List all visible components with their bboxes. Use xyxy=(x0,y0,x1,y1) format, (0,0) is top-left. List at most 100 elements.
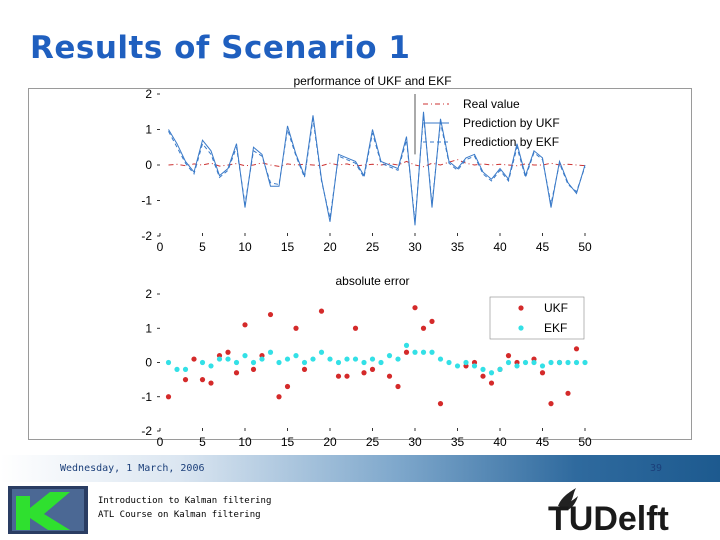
data-point xyxy=(199,377,206,383)
data-point xyxy=(293,325,299,331)
data-point xyxy=(335,373,342,379)
y-tick-label: 2 xyxy=(145,287,152,301)
legend-label: UKF xyxy=(544,301,568,315)
data-point xyxy=(335,359,342,366)
data-point xyxy=(573,346,580,352)
data-point xyxy=(573,359,580,366)
x-tick-label: 45 xyxy=(536,435,550,449)
data-point xyxy=(276,359,282,366)
data-point xyxy=(225,349,231,355)
x-tick-label: 25 xyxy=(366,435,380,449)
x-tick-label: 10 xyxy=(238,240,252,254)
data-point xyxy=(505,359,512,366)
data-point xyxy=(233,370,240,376)
y-tick-label: -1 xyxy=(141,194,152,208)
data-point xyxy=(267,349,274,355)
x-tick-label: 45 xyxy=(536,240,550,254)
data-point xyxy=(386,353,393,359)
data-point xyxy=(548,359,554,366)
data-point xyxy=(318,308,325,314)
y-tick-label: 0 xyxy=(145,356,152,370)
data-point xyxy=(208,380,214,386)
data-point xyxy=(310,356,316,362)
x-tick-label: 15 xyxy=(281,240,295,254)
data-point xyxy=(412,349,418,355)
y-tick-label: -1 xyxy=(141,390,152,404)
data-point xyxy=(420,325,427,331)
data-point xyxy=(565,390,571,396)
data-point xyxy=(556,359,563,366)
data-point xyxy=(284,356,291,362)
x-tick-label: 15 xyxy=(281,435,295,449)
data-point xyxy=(548,401,554,407)
data-point xyxy=(344,356,350,362)
data-point xyxy=(505,353,512,359)
data-point xyxy=(480,366,486,372)
x-tick-label: 20 xyxy=(323,240,337,254)
y-tick-label: 1 xyxy=(145,123,152,137)
chart-title: performance of UKF and EKF xyxy=(293,74,451,88)
kalman-logo-icon xyxy=(8,486,88,534)
x-tick-label: 35 xyxy=(451,240,465,254)
footer-date: Wednesday, 1 March, 2006 xyxy=(60,463,205,474)
data-point xyxy=(225,356,231,362)
data-point xyxy=(565,359,571,366)
course-info: Introduction to Kalman filtering ATL Cou… xyxy=(98,494,271,522)
x-tick-label: 40 xyxy=(493,435,507,449)
data-point xyxy=(216,356,223,362)
data-point xyxy=(437,401,444,407)
x-tick-label: 30 xyxy=(408,240,422,254)
legend-marker xyxy=(518,305,524,311)
x-tick-label: 0 xyxy=(157,240,164,254)
data-point xyxy=(386,373,393,379)
data-point xyxy=(361,359,367,366)
x-tick-label: 50 xyxy=(578,435,592,449)
data-point xyxy=(208,363,214,369)
data-point xyxy=(174,366,180,372)
data-point xyxy=(361,370,367,376)
data-point xyxy=(250,359,257,366)
data-point xyxy=(259,356,265,362)
x-tick-label: 40 xyxy=(493,240,507,254)
y-tick-label: 1 xyxy=(145,321,152,335)
data-point xyxy=(403,342,410,348)
logo-text: TUDelft xyxy=(548,500,669,534)
legend-marker xyxy=(518,325,524,331)
data-point xyxy=(318,349,325,355)
data-point xyxy=(463,359,469,366)
data-point xyxy=(403,349,410,355)
data-point xyxy=(352,356,359,362)
series-line xyxy=(168,115,586,222)
x-tick-label: 5 xyxy=(199,240,206,254)
data-point xyxy=(369,366,376,372)
y-tick-label: 2 xyxy=(145,87,152,101)
data-point xyxy=(301,366,308,372)
data-point xyxy=(182,366,189,372)
x-tick-label: 35 xyxy=(451,435,465,449)
data-point xyxy=(437,356,444,362)
intro-line-2: ATL Course on Kalman filtering xyxy=(98,510,261,520)
data-point xyxy=(395,356,401,362)
data-point xyxy=(497,366,503,372)
data-point xyxy=(514,363,520,369)
legend-box xyxy=(489,296,585,340)
x-tick-label: 5 xyxy=(199,435,206,449)
data-point xyxy=(429,349,435,355)
y-tick-label: -2 xyxy=(141,229,152,243)
x-tick-label: 20 xyxy=(323,435,337,449)
legend-label: Real value xyxy=(463,97,520,111)
page-number: 39 xyxy=(649,463,662,474)
x-tick-label: 10 xyxy=(238,435,252,449)
x-tick-label: 25 xyxy=(366,240,380,254)
tudelft-logo: TUDelft xyxy=(548,488,669,534)
y-tick-label: 0 xyxy=(145,158,152,172)
data-point xyxy=(233,359,240,366)
data-point xyxy=(420,349,427,355)
x-tick-label: 0 xyxy=(157,435,164,449)
data-point xyxy=(454,363,461,369)
y-tick-label: -2 xyxy=(141,424,152,438)
data-point xyxy=(412,305,418,311)
data-point xyxy=(522,359,529,366)
data-point xyxy=(199,359,206,366)
